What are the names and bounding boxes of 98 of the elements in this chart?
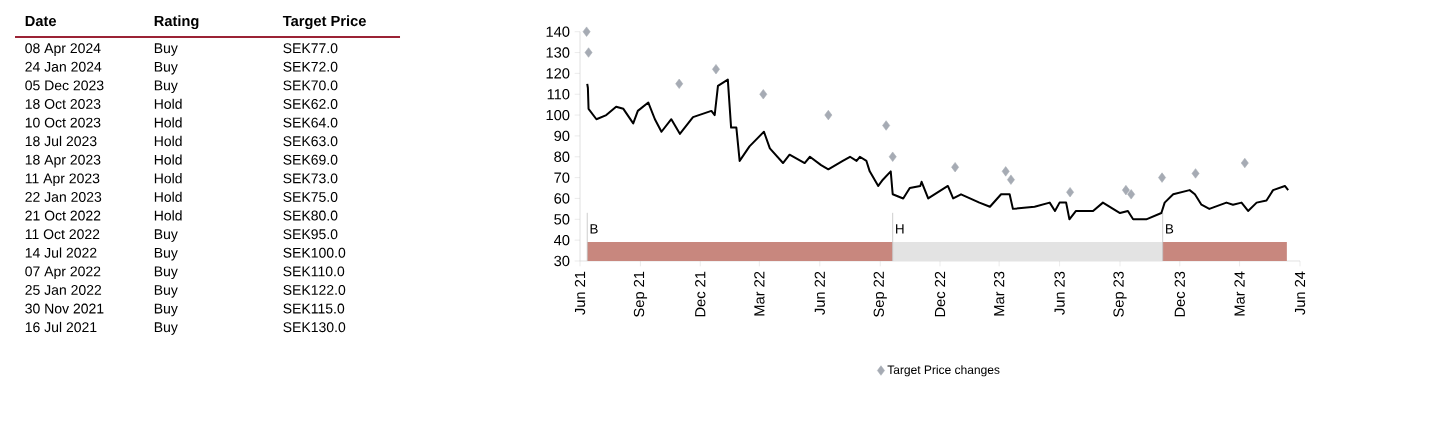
x-tick-label: Sep 23 [1113, 271, 1127, 317]
point [759, 89, 768, 100]
text: 08 Apr 2024 [25, 43, 101, 56]
text: Buy [154, 80, 178, 94]
x-tick-label: Sep 22 [873, 271, 887, 317]
text: Hold [154, 191, 182, 202]
y-tick-label: 70 [554, 172, 570, 183]
y-tick-label: 30 [554, 255, 570, 267]
text: Buy [154, 303, 178, 317]
y-tick-label: 140 [546, 26, 570, 37]
point [1191, 168, 1200, 179]
x-tick-label: Jun 22 [814, 271, 825, 315]
point [1240, 157, 1249, 169]
point [1158, 172, 1166, 183]
text: 10 Oct 2023 [25, 117, 101, 128]
text: 11 Oct 2022 [25, 229, 100, 240]
x-tick-label: Jun 24 [1294, 271, 1306, 315]
point [1007, 174, 1015, 185]
text: 25 Jan 2022 [25, 285, 102, 295]
text: Buy [154, 229, 178, 242]
text: Buy [154, 322, 178, 335]
y-tick-label: 80 [554, 151, 570, 162]
text: Buy [154, 43, 178, 56]
text: SEK77.0 [283, 43, 338, 54]
point [582, 26, 591, 37]
text: SEK69.0 [283, 154, 338, 165]
y-tick-label: 40 [553, 234, 570, 246]
point [1001, 166, 1010, 177]
text: Hold [154, 210, 182, 221]
text: SEK64.0 [283, 117, 338, 128]
text: Hold [154, 135, 182, 147]
text: 05 Dec 2023 [25, 80, 104, 91]
x-tick-label: Dec 23 [1174, 271, 1185, 317]
text: Hold [154, 173, 182, 184]
y-tick-label: 130 [546, 47, 570, 58]
text: SEK73.0 [283, 173, 338, 184]
text: 22 Jan 2023 [25, 192, 102, 202]
text: SEK95.0 [283, 229, 338, 240]
y-tick-label: 120 [546, 68, 570, 79]
x-tick-label: Sep 21 [633, 271, 648, 317]
text: 18 Apr 2023 [25, 154, 101, 168]
text: SEK122.0 [283, 285, 346, 295]
x-tick-label: Mar 22 [754, 271, 765, 316]
text: Buy [154, 266, 178, 280]
text: SEK80.0 [283, 210, 338, 221]
legend-label: Target Price changes [887, 365, 1000, 377]
point [1122, 185, 1130, 196]
point [584, 47, 593, 58]
point [882, 120, 890, 131]
point [712, 64, 720, 75]
x-tick-label: Jun 21 [574, 271, 586, 315]
point [1127, 189, 1136, 200]
text: 07 Apr 2022 [25, 266, 101, 280]
y-tick-label: 90 [554, 130, 570, 142]
text: Buy [154, 61, 178, 75]
point [1066, 187, 1074, 198]
text: Buy [154, 247, 178, 261]
text: SEK63.0 [283, 136, 338, 147]
text: SEK62.0 [283, 99, 338, 109]
text: SEK75.0 [283, 192, 338, 202]
text: SEK115.0 [283, 303, 345, 314]
point [675, 78, 684, 89]
line-series [586, 78, 1290, 221]
text: SEK72.0 [283, 61, 338, 72]
text: SEK100.0 [283, 247, 346, 258]
y-tick-label: 60 [554, 193, 570, 204]
text: 11 Apr 2023 [25, 173, 100, 187]
text: 21 Oct 2022 [25, 210, 101, 221]
category-label: Rating [154, 15, 199, 30]
text: 18 Jul 2023 [25, 135, 97, 147]
x-tick-label: Mar 23 [993, 271, 1005, 316]
text: 24 Jan 2024 [25, 61, 102, 72]
x-tick-label: Dec 22 [934, 271, 946, 317]
text: 14 Jul 2022 [25, 247, 97, 258]
category-label: Date [25, 15, 57, 27]
text: Hold [154, 98, 182, 109]
x-tick-label: Mar 24 [1234, 271, 1245, 316]
text: SEK110.0 [283, 266, 345, 277]
band-label: B [590, 224, 598, 234]
category-label: Target Price [282, 15, 366, 30]
text: Buy [154, 285, 178, 298]
point [824, 110, 833, 121]
y-tick-label: 100 [546, 109, 570, 121]
band-label: H [896, 224, 904, 234]
x-tick-label: Dec 21 [695, 271, 706, 317]
band-label: B [1166, 224, 1174, 234]
text: SEK130.0 [283, 322, 346, 333]
point [888, 151, 897, 162]
y-tick-label: 50 [554, 214, 570, 225]
text: 16 Jul 2021 [25, 321, 97, 333]
y-tick-label: 110 [547, 89, 570, 100]
text: 30 Nov 2021 [25, 303, 104, 314]
text: 18 Oct 2023 [25, 99, 101, 109]
text: Hold [154, 154, 182, 165]
text: Hold [154, 117, 182, 128]
point [951, 162, 959, 173]
text: SEK70.0 [283, 80, 338, 91]
x-tick-label: Jun 23 [1054, 271, 1065, 315]
